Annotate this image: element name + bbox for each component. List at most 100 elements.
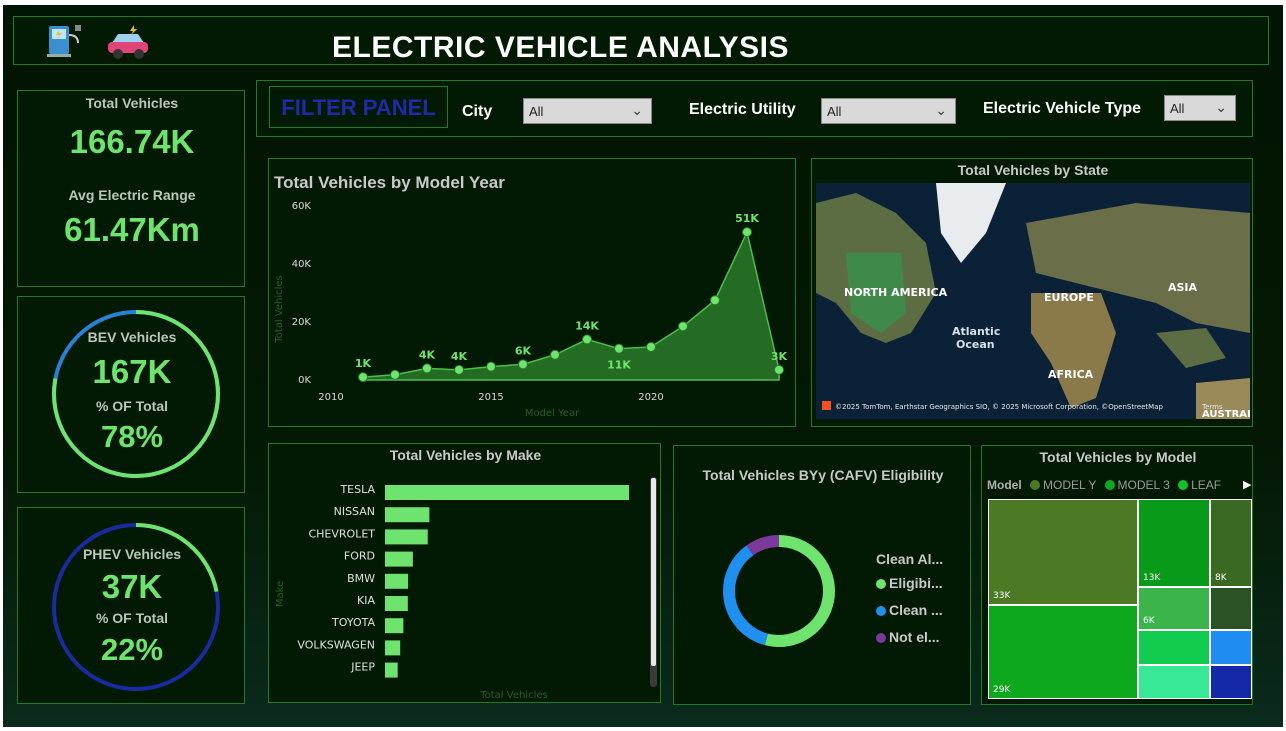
- data-point[interactable]: [774, 364, 784, 375]
- data-point[interactable]: [518, 359, 528, 370]
- model-year-y-axis-label: Total Vehicles: [274, 275, 285, 344]
- city-label: City: [462, 103, 493, 120]
- ev-type-dropdown[interactable]: All ⌄: [1164, 95, 1236, 121]
- data-point[interactable]: [646, 341, 656, 352]
- data-point[interactable]: [550, 349, 560, 360]
- cafv-legend-eligible[interactable]: Eligibi...: [876, 575, 943, 591]
- cafv-legend-label: Clean ...: [889, 602, 943, 618]
- model-legend-title: Model: [987, 478, 1022, 492]
- data-point[interactable]: [422, 363, 432, 374]
- make-bar[interactable]: [385, 507, 430, 523]
- data-point[interactable]: [678, 321, 688, 332]
- x-tick-label: 2020: [638, 392, 663, 403]
- make-bar[interactable]: [385, 551, 413, 567]
- treemap-cell[interactable]: [1210, 630, 1252, 665]
- city-dropdown-value: All: [529, 104, 544, 119]
- filter-bar: FILTER PANEL City All ⌄ Electric Utility…: [256, 80, 1253, 137]
- data-point[interactable]: [582, 334, 592, 345]
- donut-slice[interactable]: [723, 535, 835, 647]
- cafv-legend-title: Clean Al...: [876, 551, 944, 567]
- make-bar[interactable]: [385, 618, 404, 634]
- x-tick-label: 2015: [478, 392, 503, 403]
- treemap-cell[interactable]: [1210, 587, 1252, 630]
- make-category-label: CHEVROLET: [308, 527, 375, 540]
- map-terms-link[interactable]: Terms: [1201, 403, 1223, 411]
- data-point[interactable]: [614, 343, 624, 354]
- make-chart-title: Total Vehicles by Make: [389, 447, 542, 463]
- ev-charger-icon: [47, 25, 81, 57]
- legend-next-icon[interactable]: ▶: [1243, 479, 1252, 491]
- data-point[interactable]: [454, 364, 464, 375]
- make-bar[interactable]: [385, 662, 398, 678]
- map-label-europe: EUROPE: [1044, 291, 1094, 304]
- electric-utility-dropdown[interactable]: All ⌄: [821, 98, 956, 124]
- make-bar[interactable]: [385, 573, 409, 589]
- model-legend-item: MODEL Y: [1043, 478, 1097, 492]
- data-label: 14K: [575, 319, 599, 332]
- make-bar[interactable]: [385, 529, 428, 545]
- ev-type-label: Electric Vehicle Type: [983, 100, 1142, 117]
- bev-value: 167K: [92, 353, 172, 390]
- ev-type-dropdown-value: All: [1170, 101, 1185, 116]
- treemap-cell-model-3[interactable]: 29K: [988, 605, 1138, 699]
- treemap-cell[interactable]: [1210, 665, 1252, 699]
- make-chart-panel: Total Vehicles by Make TESLA NISSAN CHEVRO…: [268, 443, 661, 703]
- legend-dot: [1178, 480, 1189, 490]
- world-map[interactable]: NORTH AMERICA EUROPE ASIA Atlantic Ocean…: [816, 183, 1250, 419]
- y-tick-label: 20K: [292, 317, 312, 328]
- cafv-chart-panel: Total Vehicles BYy (CAFV) Eligibility Cl…: [673, 445, 971, 705]
- legend-dot: [876, 579, 886, 589]
- electric-utility-label: Electric Utility: [689, 101, 796, 118]
- cafv-legend-label: Not el...: [889, 629, 940, 645]
- filter-panel-title: FILTER PANEL: [269, 86, 448, 128]
- avg-range-value: 61.47Km: [64, 211, 200, 248]
- bev-pct-label: % OF Total: [95, 398, 169, 414]
- y-tick-label: 0K: [298, 375, 311, 386]
- treemap-cell-leaf[interactable]: 13K: [1138, 499, 1210, 587]
- chevron-down-icon: ⌄: [1215, 99, 1227, 115]
- city-dropdown[interactable]: All ⌄: [523, 98, 652, 124]
- make-y-axis-label: Make: [275, 581, 286, 607]
- treemap-cell[interactable]: [1138, 665, 1210, 699]
- make-category-label: BMW: [347, 572, 375, 585]
- data-point[interactable]: [742, 227, 752, 238]
- map-label-ocean: Ocean: [956, 338, 995, 351]
- make-bar[interactable]: [385, 485, 629, 500]
- data-label: 11K: [607, 359, 631, 372]
- map-label-north-america: NORTH AMERICA: [844, 286, 948, 299]
- phev-value: 37K: [101, 568, 163, 605]
- total-vehicles-label: Total Vehicles: [85, 95, 179, 111]
- map-label-asia: ASIA: [1168, 281, 1198, 294]
- dashboard-title: ELECTRIC VEHICLE ANALYSIS: [332, 31, 790, 64]
- treemap-cell[interactable]: [1138, 630, 1210, 665]
- make-category-label: FORD: [344, 550, 375, 563]
- model-year-chart-title: Total Vehicles by Model Year: [274, 173, 505, 192]
- make-bar[interactable]: [385, 640, 401, 656]
- treemap-cell-model-y[interactable]: 33K: [988, 499, 1138, 605]
- cafv-legend-not-eligible[interactable]: Not el...: [876, 629, 940, 645]
- data-point[interactable]: [358, 372, 368, 383]
- data-point[interactable]: [390, 369, 400, 380]
- treemap-value: 6K: [1143, 616, 1155, 626]
- make-bar[interactable]: [385, 596, 408, 611]
- data-label: 51K: [735, 212, 759, 225]
- make-scrollbar-thumb[interactable]: [651, 478, 656, 666]
- data-point[interactable]: [486, 361, 496, 372]
- model-legend-item: LEAF: [1191, 478, 1222, 492]
- data-label: 4K: [419, 348, 436, 361]
- data-label: 6K: [515, 344, 532, 357]
- model-year-x-axis-label: Model Year: [525, 408, 580, 419]
- treemap-value: 33K: [993, 591, 1011, 601]
- data-point[interactable]: [710, 295, 720, 306]
- state-map-title: Total Vehicles by State: [957, 162, 1109, 178]
- treemap-value: 13K: [1143, 573, 1161, 583]
- treemap-cell-8k[interactable]: 8K: [1210, 499, 1252, 587]
- treemap-area: 33K 29K 13K 8K 6K: [988, 499, 1252, 699]
- treemap-value: 29K: [993, 685, 1011, 695]
- make-bar-chart: TESLA NISSAN CHEVROLET FORD BMW KIA TOYOTA VOLK…: [275, 477, 657, 701]
- treemap-cell-6k[interactable]: 6K: [1138, 587, 1210, 630]
- state-map-panel: Total Vehicles by State NORTH AMERICA EU…: [811, 158, 1253, 427]
- cafv-legend-clean[interactable]: Clean ...: [876, 602, 943, 618]
- bev-ring-arc: [52, 310, 220, 478]
- donut-slice[interactable]: [723, 535, 835, 647]
